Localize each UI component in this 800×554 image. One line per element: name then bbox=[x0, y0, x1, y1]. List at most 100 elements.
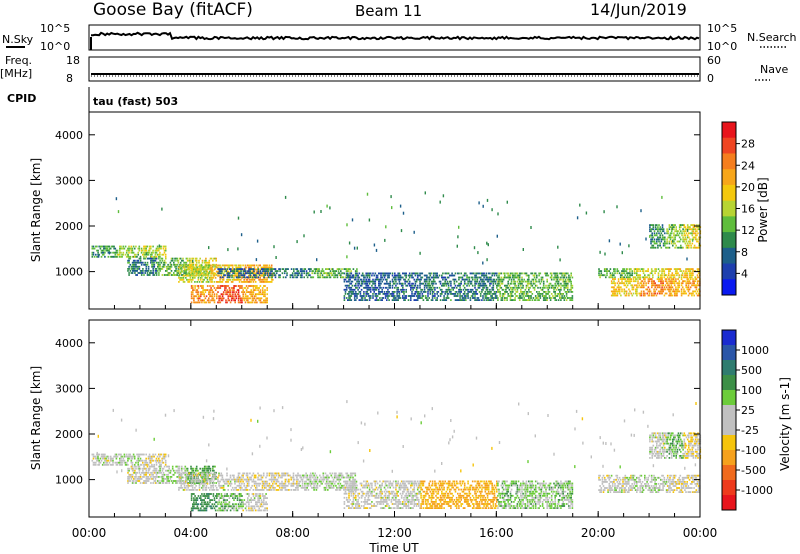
heatmap-cell bbox=[663, 286, 666, 289]
heatmap-cell bbox=[676, 270, 678, 272]
heatmap-cell bbox=[413, 299, 416, 301]
heatmap-cell bbox=[661, 226, 664, 228]
heatmap-cell bbox=[372, 293, 374, 295]
heatmap-cell bbox=[226, 268, 229, 270]
heatmap-cell bbox=[462, 284, 465, 287]
heatmap-cell bbox=[608, 270, 611, 272]
heatmap-cell bbox=[579, 203, 581, 207]
heatmap-cell bbox=[146, 251, 149, 254]
heatmap-cell bbox=[240, 264, 242, 267]
heatmap-cell bbox=[321, 274, 324, 277]
heatmap-cell bbox=[354, 274, 357, 277]
heatmap-cell bbox=[609, 272, 612, 275]
heatmap-cell bbox=[310, 268, 312, 270]
heatmap-cell bbox=[286, 268, 288, 270]
heatmap-cell bbox=[674, 242, 676, 245]
heatmap-cell bbox=[632, 276, 635, 279]
heatmap-cell bbox=[499, 286, 501, 289]
heatmap-cell bbox=[375, 295, 378, 297]
heatmap-cell bbox=[189, 257, 191, 260]
heatmap-cell bbox=[640, 209, 642, 213]
heatmap-cell bbox=[301, 268, 303, 270]
heatmap-cell bbox=[540, 293, 543, 295]
heatmap-cell bbox=[423, 278, 426, 281]
heatmap-cell bbox=[355, 291, 357, 293]
heatmap-cell bbox=[487, 280, 490, 283]
heatmap-cell bbox=[500, 276, 503, 279]
heatmap-cell bbox=[613, 274, 615, 277]
heatmap-cell bbox=[203, 293, 205, 296]
heatmap-cell bbox=[243, 297, 246, 300]
heatmap-cell bbox=[184, 465, 187, 468]
heatmap-cell bbox=[673, 292, 676, 295]
heatmap-cell bbox=[92, 453, 95, 456]
heatmap-cell bbox=[206, 299, 209, 302]
heatmap-cell bbox=[449, 280, 451, 283]
heatmap-cell bbox=[439, 282, 442, 285]
heatmap-cell bbox=[195, 261, 198, 264]
heatmap-cell bbox=[538, 293, 540, 295]
heatmap-cell bbox=[119, 247, 121, 250]
heatmap-cell bbox=[237, 301, 240, 304]
heatmap-cell bbox=[422, 291, 425, 293]
heatmap-cell bbox=[413, 272, 416, 275]
heatmap-cell bbox=[181, 469, 183, 472]
heatmap-cell bbox=[329, 206, 331, 210]
heatmap-cell bbox=[435, 299, 437, 301]
heatmap-cell bbox=[698, 228, 700, 231]
heatmap-cell bbox=[255, 293, 257, 296]
heatmap-cell bbox=[217, 270, 219, 273]
heatmap-cell bbox=[492, 299, 495, 301]
heatmap-cell bbox=[478, 272, 481, 275]
heatmap-cell bbox=[136, 255, 138, 258]
heatmap-cell bbox=[697, 246, 699, 249]
heatmap-cell bbox=[147, 478, 150, 480]
heatmap-cell bbox=[247, 295, 249, 298]
heatmap-cell bbox=[687, 282, 690, 285]
heatmap-cell bbox=[681, 232, 683, 235]
heatmap-cell bbox=[209, 467, 212, 470]
heatmap-cell bbox=[665, 274, 668, 277]
heatmap-cell bbox=[412, 295, 414, 297]
heatmap-cell bbox=[540, 276, 543, 279]
heatmap-cell bbox=[403, 291, 405, 293]
heatmap-cell bbox=[545, 284, 547, 287]
heatmap-cell bbox=[136, 480, 138, 482]
heatmap-cell bbox=[458, 272, 460, 275]
heatmap-cell bbox=[529, 297, 531, 299]
heatmap-cell bbox=[246, 264, 249, 267]
heatmap-cell bbox=[142, 268, 144, 270]
heatmap-cell bbox=[344, 268, 347, 270]
power-ylabel: Slant Range [km] bbox=[29, 158, 43, 262]
heatmap-cell bbox=[266, 274, 269, 277]
heatmap-cell bbox=[351, 284, 354, 287]
heatmap-cell bbox=[111, 457, 113, 460]
heatmap-cell bbox=[92, 463, 95, 466]
heatmap-cell bbox=[644, 274, 646, 277]
heatmap-cell bbox=[164, 463, 167, 466]
heatmap-cell bbox=[467, 280, 469, 283]
heatmap-cell bbox=[160, 463, 162, 466]
heatmap-cell bbox=[148, 245, 151, 248]
heatmap-cell bbox=[183, 272, 185, 274]
heatmap-cell bbox=[243, 276, 246, 279]
heatmap-cell bbox=[103, 455, 105, 458]
heatmap-cell bbox=[137, 463, 139, 466]
heatmap-cell bbox=[270, 272, 272, 275]
heatmap-cell bbox=[383, 276, 386, 279]
heatmap-cell bbox=[151, 473, 153, 476]
heatmap-cell bbox=[109, 455, 112, 458]
heatmap-cell bbox=[146, 471, 149, 474]
heatmap-cell bbox=[497, 280, 499, 283]
heatmap-cell bbox=[183, 281, 186, 283]
heatmap-cell bbox=[160, 245, 162, 248]
heatmap-cell bbox=[436, 272, 438, 275]
heatmap-cell bbox=[392, 295, 395, 297]
heatmap-cell bbox=[205, 281, 208, 283]
heatmap-cell bbox=[516, 276, 519, 279]
heatmap-cell bbox=[296, 274, 299, 277]
heatmap-cell bbox=[649, 230, 651, 233]
heatmap-cell bbox=[668, 246, 671, 249]
heatmap-cell bbox=[191, 467, 193, 470]
heatmap-cell bbox=[560, 276, 562, 279]
